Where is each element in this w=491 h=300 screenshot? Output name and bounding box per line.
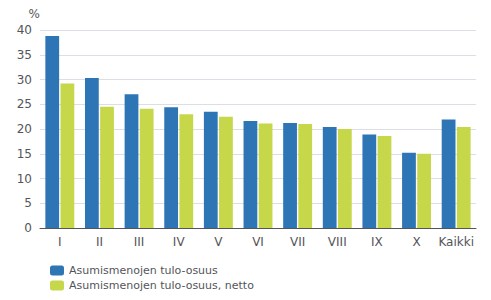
- svg-text:15: 15: [17, 147, 32, 161]
- svg-text:Asumismenojen tulo-osuus: Asumismenojen tulo-osuus: [69, 264, 218, 277]
- svg-text:IX: IX: [371, 235, 383, 249]
- svg-text:Asumismenojen tulo-osuus, nett: Asumismenojen tulo-osuus, netto: [69, 279, 254, 292]
- svg-text:II: II: [96, 235, 103, 249]
- svg-text:VII: VII: [290, 235, 305, 249]
- svg-text:%: %: [29, 7, 40, 21]
- svg-text:Kaikki: Kaikki: [438, 235, 474, 249]
- svg-text:0: 0: [24, 221, 32, 235]
- svg-text:V: V: [214, 235, 223, 249]
- svg-text:X: X: [412, 235, 420, 249]
- svg-text:IV: IV: [173, 235, 186, 249]
- svg-text:VIII: VIII: [328, 235, 347, 249]
- svg-text:30: 30: [17, 73, 32, 87]
- svg-text:10: 10: [17, 172, 32, 186]
- svg-text:III: III: [134, 235, 145, 249]
- svg-text:VI: VI: [252, 235, 264, 249]
- svg-text:25: 25: [17, 97, 32, 111]
- svg-text:I: I: [58, 235, 62, 249]
- svg-text:5: 5: [24, 196, 32, 210]
- svg-text:35: 35: [17, 48, 32, 62]
- svg-text:20: 20: [17, 122, 32, 136]
- svg-text:40: 40: [17, 23, 32, 37]
